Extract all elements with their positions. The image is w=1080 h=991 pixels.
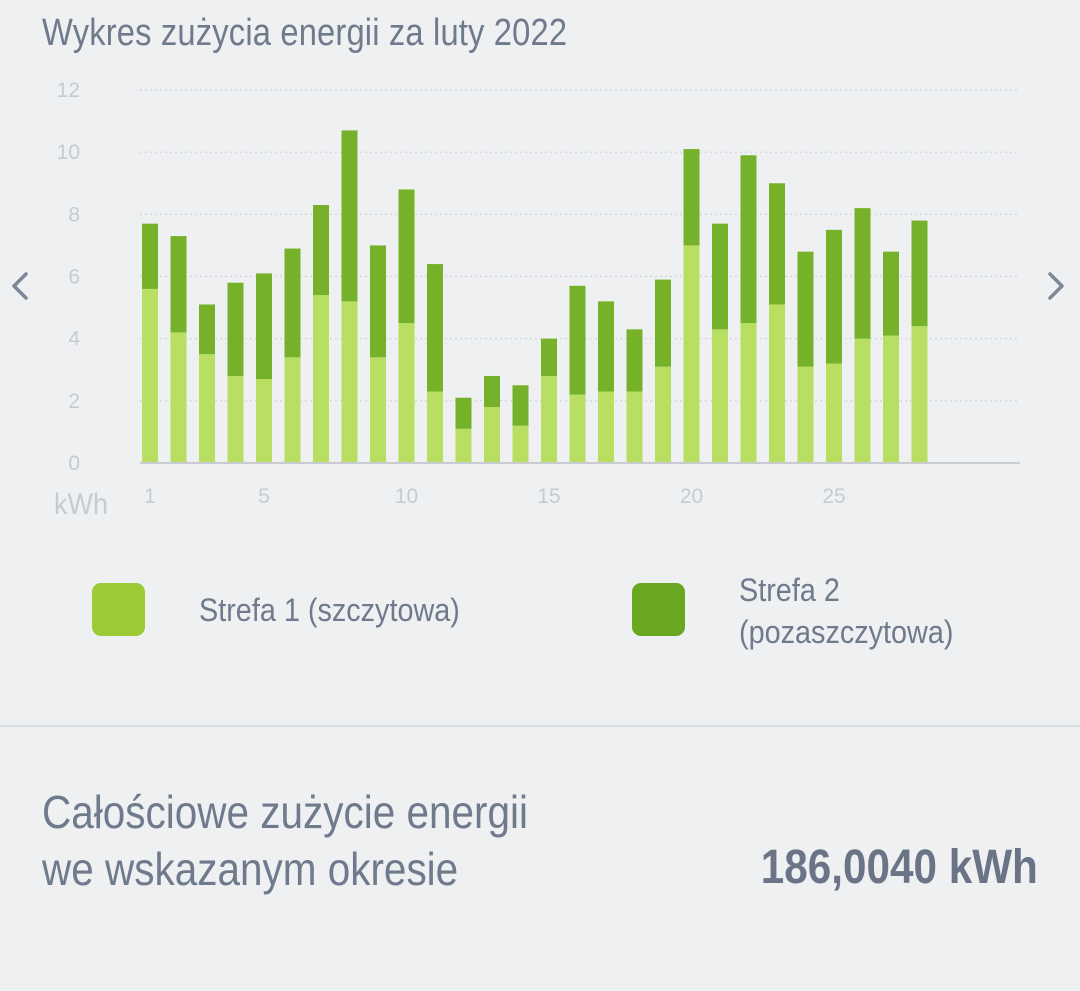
bar-strefa-2-day-22 [740, 155, 757, 324]
y-tick-label: 2 [68, 390, 80, 413]
bar-strefa-1-day-7 [313, 295, 329, 463]
total-consumption-label: Całościowe zużycie energii we wskazanym … [42, 786, 528, 895]
y-tick-label: 4 [68, 328, 80, 351]
legend-label-strefa-1: Strefa 1 (szczytowa) [199, 592, 460, 628]
bar-strefa-2-day-25 [826, 229, 842, 364]
y-tick-label: 12 [57, 79, 80, 102]
bar-strefa-2-day-4 [227, 282, 244, 376]
bar-strefa-1-day-5 [256, 379, 272, 463]
bar-strefa-2-day-13 [484, 375, 500, 408]
bar-strefa-1-day-27 [883, 335, 899, 463]
y-tick-label: 10 [57, 141, 80, 164]
bar-strefa-2-day-20 [683, 149, 700, 246]
bar-strefa-1-day-8 [341, 301, 358, 463]
bar-strefa-2-day-17 [598, 301, 614, 392]
bar-strefa-1-day-21 [712, 329, 728, 463]
bar-strefa-1-day-14 [512, 425, 529, 463]
total-consumption-value: 186,0040 kWh [760, 841, 1038, 894]
y-tick-label: 0 [68, 452, 80, 475]
bar-strefa-2-day-3 [199, 304, 215, 355]
bar-strefa-1-day-11 [427, 391, 443, 463]
bar-strefa-2-day-11 [427, 264, 443, 392]
legend-item-strefa-2: Strefa 2 (pozaszczytowa) [632, 572, 953, 650]
bar-strefa-2-day-12 [455, 397, 472, 429]
chevron-left-icon [12, 272, 28, 300]
bar-strefa-1-day-10 [398, 323, 415, 463]
next-month-button[interactable] [1036, 262, 1076, 310]
bar-strefa-1-day-1 [142, 288, 158, 463]
legend-swatch-strefa-2 [632, 583, 685, 636]
x-tick-label: 1 [144, 485, 156, 508]
bar-strefa-1-day-18 [626, 391, 643, 463]
x-tick-label: 5 [258, 485, 270, 508]
y-tick-label: 8 [68, 203, 80, 226]
bar-strefa-2-day-19 [655, 279, 671, 367]
bar-strefa-2-day-27 [883, 251, 899, 336]
x-tick-label: 15 [537, 485, 560, 508]
x-tick-label: 25 [822, 485, 845, 508]
legend-label-strefa-2: Strefa 2 (pozaszczytowa) [739, 572, 954, 650]
bar-strefa-1-day-15 [541, 375, 557, 463]
bar-strefa-2-day-18 [626, 329, 643, 392]
legend-swatch-strefa-1 [92, 583, 145, 636]
bar-strefa-1-day-22 [740, 323, 757, 463]
bar-strefa-1-day-25 [826, 363, 842, 463]
bar-strefa-2-day-28 [911, 220, 928, 327]
bar-strefa-1-day-26 [854, 338, 871, 463]
chart-bars [142, 130, 928, 463]
bar-strefa-1-day-13 [484, 407, 500, 463]
bar-strefa-1-day-23 [769, 304, 785, 463]
bar-strefa-1-day-17 [598, 391, 614, 463]
y-axis-unit-label: kWh [54, 488, 108, 521]
y-tick-label: 6 [68, 266, 80, 289]
bar-strefa-2-day-24 [797, 251, 814, 367]
chart-title: Wykres zużycia energii za luty 2022 [42, 12, 568, 54]
x-tick-label: 20 [680, 485, 703, 508]
bar-strefa-1-day-4 [227, 375, 244, 463]
bar-strefa-1-day-19 [655, 366, 671, 463]
bar-strefa-1-day-3 [199, 354, 215, 463]
section-divider [0, 725, 1080, 727]
bar-strefa-2-day-26 [854, 208, 871, 339]
bar-strefa-1-day-9 [370, 357, 386, 463]
bar-strefa-1-day-16 [569, 394, 586, 463]
bar-strefa-2-day-1 [142, 223, 158, 289]
bar-strefa-1-day-2 [170, 332, 187, 463]
bar-strefa-1-day-20 [683, 245, 700, 463]
bar-strefa-2-day-8 [341, 130, 358, 302]
bar-strefa-2-day-21 [712, 223, 728, 330]
bar-strefa-2-day-6 [284, 248, 301, 358]
bar-strefa-1-day-24 [797, 366, 814, 463]
legend-item-strefa-1: Strefa 1 (szczytowa) [92, 583, 460, 636]
bar-strefa-1-day-12 [455, 428, 472, 463]
bar-strefa-2-day-10 [398, 189, 415, 324]
bar-strefa-2-day-2 [170, 236, 187, 333]
previous-month-button[interactable] [0, 262, 40, 310]
bar-strefa-2-day-7 [313, 205, 329, 296]
bar-strefa-2-day-9 [370, 245, 386, 358]
bar-strefa-2-day-16 [569, 285, 586, 395]
bar-strefa-1-day-6 [284, 357, 301, 463]
bar-strefa-1-day-28 [911, 326, 928, 463]
x-tick-label: 10 [395, 485, 418, 508]
bar-strefa-2-day-15 [541, 338, 557, 376]
bar-strefa-2-day-14 [512, 385, 529, 426]
chevron-right-icon [1048, 272, 1064, 300]
bar-strefa-2-day-5 [256, 273, 272, 380]
bar-strefa-2-day-23 [769, 183, 785, 305]
